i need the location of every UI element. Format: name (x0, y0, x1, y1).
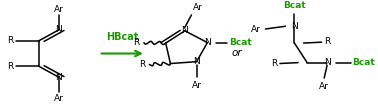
Text: N: N (204, 38, 211, 47)
Text: Ar: Ar (193, 3, 203, 12)
Text: Ar: Ar (192, 81, 201, 90)
Text: N: N (324, 58, 330, 67)
Text: R: R (139, 60, 145, 69)
Text: R: R (271, 59, 277, 68)
Text: HBcat: HBcat (106, 32, 138, 42)
Text: Ar: Ar (54, 5, 64, 14)
Text: N: N (55, 25, 62, 34)
Text: Ar: Ar (251, 25, 261, 34)
Text: or: or (231, 48, 242, 58)
Text: N: N (181, 26, 188, 35)
Text: N: N (193, 57, 200, 66)
Text: N: N (55, 73, 62, 82)
Text: Bcat: Bcat (352, 58, 375, 67)
Text: R: R (7, 62, 13, 71)
Text: Bcat: Bcat (283, 1, 306, 10)
Text: R: R (7, 36, 13, 45)
Text: R: R (133, 38, 139, 47)
Text: R: R (325, 37, 331, 46)
Text: Ar: Ar (54, 94, 64, 103)
Text: Bcat: Bcat (229, 38, 252, 47)
Text: Ar: Ar (319, 82, 328, 91)
Text: N: N (291, 22, 298, 31)
